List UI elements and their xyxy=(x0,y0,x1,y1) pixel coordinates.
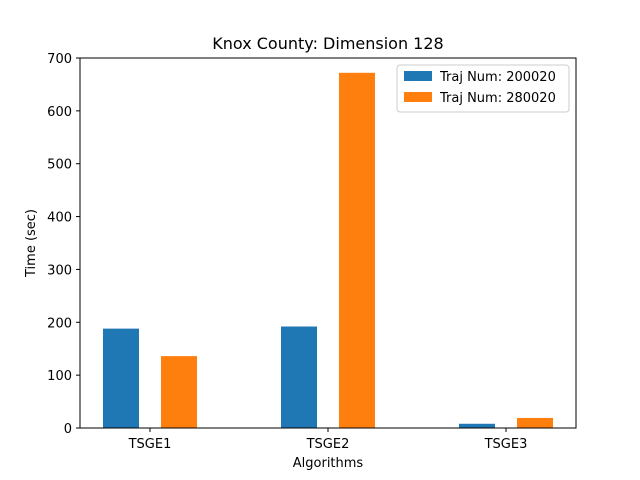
y-tick-label: 500 xyxy=(47,158,72,173)
legend-entry: Traj Num: 200020 xyxy=(439,70,556,85)
bar-tsge2-series-2 xyxy=(339,72,375,429)
x-axis: TSGE1 TSGE2 TSGE3 xyxy=(128,428,528,452)
legend-entry: Traj Num: 280020 xyxy=(439,91,556,106)
bar-tsge1-series-1 xyxy=(103,328,139,428)
x-tick-label: TSGE1 xyxy=(128,437,172,452)
chart-title: Knox County: Dimension 128 xyxy=(212,34,443,53)
y-tick-label: 0 xyxy=(64,422,72,437)
legend-swatch xyxy=(404,92,432,102)
bar-tsge3-series-2 xyxy=(517,417,553,428)
y-tick-label: 400 xyxy=(47,211,72,226)
x-axis-label: Algorithms xyxy=(293,456,364,471)
y-tick-label: 300 xyxy=(47,263,72,278)
y-axis-label: Time (sec) xyxy=(24,209,39,278)
legend-box xyxy=(396,64,570,113)
bar-tsge2-series-1 xyxy=(281,326,317,428)
bar-tsge3-series-1 xyxy=(459,423,495,428)
legend: Traj Num: 200020 Traj Num: 280020 xyxy=(396,64,570,113)
legend-swatch xyxy=(404,71,432,81)
bars xyxy=(103,72,553,429)
bar-tsge1-series-2 xyxy=(161,356,197,428)
x-tick-label: TSGE2 xyxy=(306,437,350,452)
y-axis: 0 100 200 300 400 500 600 700 xyxy=(47,52,80,437)
y-tick-label: 100 xyxy=(47,369,72,384)
y-tick-label: 600 xyxy=(47,105,72,120)
y-tick-label: 200 xyxy=(47,316,72,331)
y-tick-label: 700 xyxy=(47,52,72,67)
x-tick-label: TSGE3 xyxy=(484,437,528,452)
plot-frame xyxy=(79,57,577,429)
